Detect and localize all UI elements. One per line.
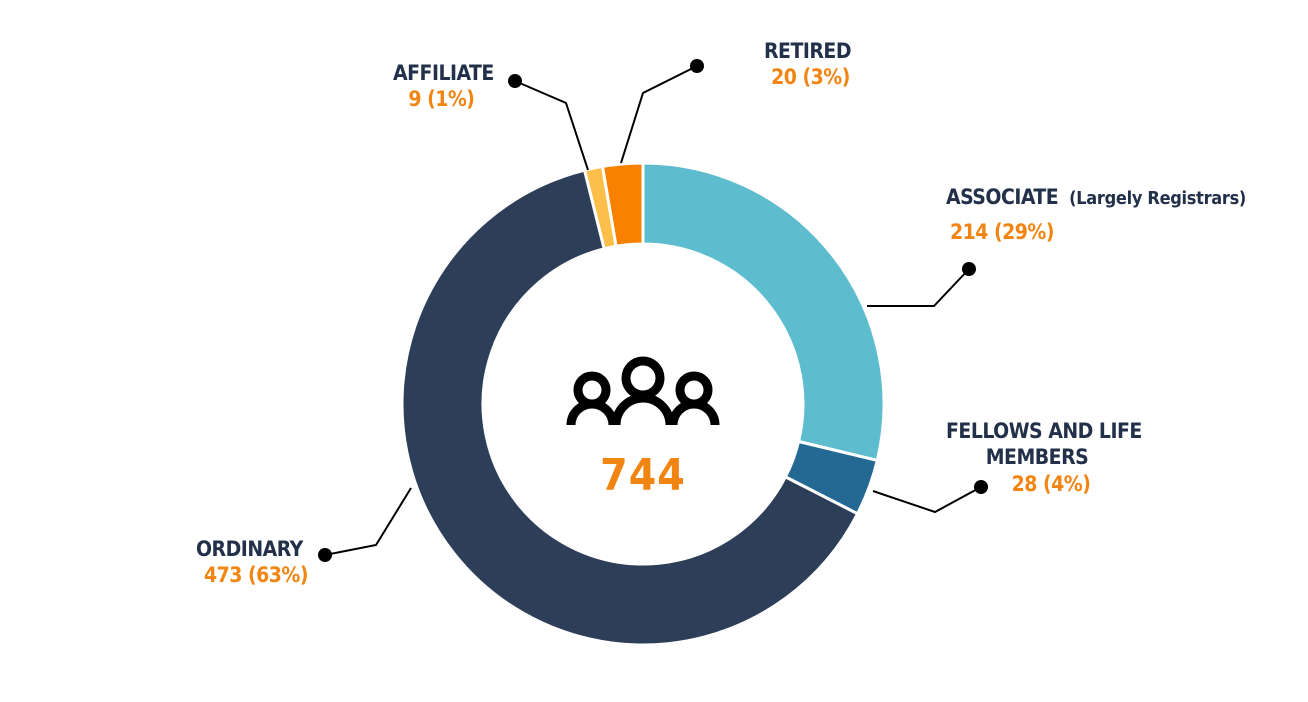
- donut-slice-associate: [641, 161, 886, 463]
- donut-slice-retired: [600, 161, 645, 249]
- leader-line-affiliate: [514, 80, 589, 171]
- total-members-value: 744: [600, 450, 686, 501]
- leader-dot-affiliate: [508, 74, 522, 88]
- leader-line-fellows: [872, 486, 982, 514]
- label-associate-name: ASSOCIATE: [946, 185, 1059, 209]
- label-affiliate-name: AFFILIATE: [393, 61, 494, 85]
- leader-dot-associate: [962, 262, 976, 276]
- label-ordinary-value: 473 (63%): [204, 563, 309, 588]
- label-ordinary: ORDINARY 473 (63%): [196, 536, 309, 589]
- leader-line-ordinary: [324, 487, 412, 556]
- label-associate: ASSOCIATE (Largely Registrars) 214 (29%): [946, 184, 1246, 245]
- label-fellows: FELLOWS AND LIFE MEMBERS 28 (4%): [946, 418, 1142, 497]
- leader-line-associate: [867, 268, 970, 307]
- label-associate-value: 214 (29%): [950, 219, 1055, 244]
- leader-line-retired: [620, 65, 698, 164]
- label-affiliate-value: 9 (1%): [408, 87, 475, 112]
- label-retired: RETIRED 20 (3%): [764, 38, 852, 91]
- label-fellows-value: 28 (4%): [1011, 471, 1091, 496]
- label-fellows-name-line2: MEMBERS: [985, 445, 1089, 470]
- leader-dot-fellows: [974, 480, 988, 494]
- label-retired-value: 20 (3%): [771, 65, 850, 90]
- label-fellows-name-line1: FELLOWS AND LIFE: [946, 419, 1142, 443]
- donut-slice-ordinary: [400, 168, 860, 647]
- label-associate-note: (Largely Registrars): [1069, 188, 1247, 209]
- label-affiliate: AFFILIATE 9 (1%): [393, 60, 494, 113]
- group-of-people-icon: [566, 356, 720, 426]
- label-retired-name: RETIRED: [764, 39, 852, 63]
- label-ordinary-name: ORDINARY: [196, 537, 303, 561]
- leader-dot-ordinary: [318, 548, 332, 562]
- leader-dot-retired: [690, 59, 704, 73]
